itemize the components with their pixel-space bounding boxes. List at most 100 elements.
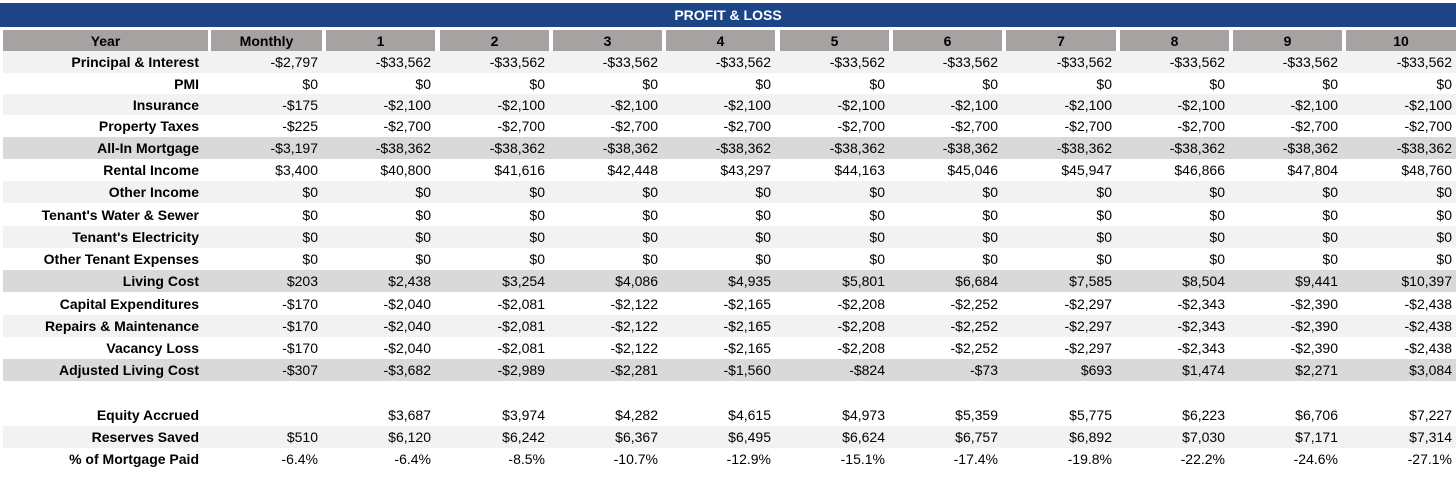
table-cell: $40,800 [380, 162, 431, 178]
table-cell: -$3,197 [270, 140, 318, 156]
table-cell: -$1,560 [723, 362, 771, 378]
table-cell: $0 [1209, 184, 1225, 200]
header-year-8: 8 [1120, 30, 1229, 51]
table-cell: $0 [982, 251, 998, 267]
table-cell: -$2,700 [497, 118, 545, 134]
table-cell: $0 [1209, 251, 1225, 267]
table-cell: -$2,100 [383, 97, 431, 113]
header-year-2: 2 [440, 30, 549, 51]
table-cell: -$33,562 [1396, 54, 1452, 70]
table-cell: -$170 [282, 340, 318, 356]
table-cell: $2,271 [1295, 362, 1338, 378]
table-cell: -$2,700 [610, 118, 658, 134]
table-title: PROFIT & LOSS [0, 3, 1456, 27]
table-cell: -$2,100 [497, 97, 545, 113]
table-cell: $0 [1436, 251, 1452, 267]
table-cell: -$2,208 [837, 318, 885, 334]
row-label: All-In Mortgage [97, 140, 199, 156]
table-cell: -$2,281 [610, 362, 658, 378]
table-cell: -$2,989 [497, 362, 545, 378]
table-cell: $5,359 [955, 407, 998, 423]
table-cell: -$175 [282, 97, 318, 113]
table-cell: -$2,390 [1290, 296, 1338, 312]
table-cell: $0 [529, 184, 545, 200]
table-cell: -$2,081 [497, 318, 545, 334]
table-cell: -$2,700 [837, 118, 885, 134]
table-cell: -$33,562 [1056, 54, 1112, 70]
table-cell: $0 [415, 229, 431, 245]
table-cell: -$2,252 [950, 296, 998, 312]
table-row [3, 115, 1456, 137]
table-cell: $0 [415, 184, 431, 200]
table-cell: -$2,100 [950, 97, 998, 113]
table-cell: $0 [755, 207, 771, 223]
row-label: Adjusted Living Cost [59, 362, 199, 378]
table-cell: $0 [1096, 184, 1112, 200]
table-cell: -$2,297 [1064, 340, 1112, 356]
table-cell: $0 [755, 184, 771, 200]
table-cell: $0 [529, 76, 545, 92]
table-cell: -$2,343 [1177, 318, 1225, 334]
row-label: Capital Expenditures [59, 296, 199, 312]
table-cell: $203 [286, 273, 318, 289]
table-cell: $6,757 [955, 429, 998, 445]
table-cell: -$2,438 [1404, 296, 1452, 312]
table-cell: $0 [1209, 207, 1225, 223]
table-row [3, 204, 1456, 226]
table-cell: -$2,343 [1177, 296, 1225, 312]
table-cell: $0 [302, 207, 318, 223]
table-row [3, 359, 1456, 381]
table-cell: $4,935 [728, 273, 771, 289]
row-label: Equity Accrued [96, 407, 199, 423]
table-cell: -$33,562 [715, 54, 771, 70]
table-cell: -$2,700 [1177, 118, 1225, 134]
table-cell: $3,687 [388, 407, 431, 423]
table-cell: $0 [982, 229, 998, 245]
table-cell: $0 [755, 229, 771, 245]
table-cell: -$2,797 [270, 54, 318, 70]
table-cell: -$2,700 [1064, 118, 1112, 134]
table-row [3, 137, 1456, 159]
table-cell: -$38,362 [1396, 140, 1452, 156]
table-cell: $0 [1436, 184, 1452, 200]
table-cell: $9,441 [1295, 273, 1338, 289]
table-cell: -$2,040 [383, 318, 431, 334]
header-year-5: 5 [780, 30, 889, 51]
table-cell: $6,495 [728, 429, 771, 445]
row-label: Tenant's Water & Sewer [41, 207, 199, 223]
table-cell: -$2,122 [610, 318, 658, 334]
table-cell: -$2,700 [1290, 118, 1338, 134]
table-cell: $0 [982, 184, 998, 200]
table-cell: $0 [1096, 229, 1112, 245]
header-year-7: 7 [1006, 30, 1116, 51]
table-cell: $0 [1322, 184, 1338, 200]
table-cell: $46,866 [1174, 162, 1225, 178]
row-label: Reserves Saved [91, 429, 199, 445]
table-cell: $6,624 [842, 429, 885, 445]
table-cell: -$38,362 [602, 140, 658, 156]
table-cell: -$3,682 [383, 362, 431, 378]
table-cell: -17.4% [953, 451, 998, 467]
table-cell: -$2,100 [1064, 97, 1112, 113]
table-cell: $0 [415, 207, 431, 223]
table-cell: $0 [755, 76, 771, 92]
table-cell: -$38,362 [942, 140, 998, 156]
table-cell: $3,974 [502, 407, 545, 423]
table-cell: -$2,297 [1064, 296, 1112, 312]
table-cell: -$2,438 [1404, 318, 1452, 334]
table-cell: $6,242 [502, 429, 545, 445]
table-cell: -$2,165 [723, 318, 771, 334]
table-cell: -$2,252 [950, 318, 998, 334]
table-row [3, 226, 1456, 248]
table-cell: -$33,562 [942, 54, 998, 70]
table-cell: $8,504 [1182, 273, 1225, 289]
row-label: Rental Income [103, 162, 199, 178]
row-label: Principal & Interest [71, 54, 199, 70]
table-cell: $7,171 [1295, 429, 1338, 445]
table-cell: $0 [302, 229, 318, 245]
table-cell: -$2,165 [723, 340, 771, 356]
table-cell: $7,314 [1409, 429, 1452, 445]
table-cell: -$38,362 [715, 140, 771, 156]
table-row [3, 248, 1456, 270]
